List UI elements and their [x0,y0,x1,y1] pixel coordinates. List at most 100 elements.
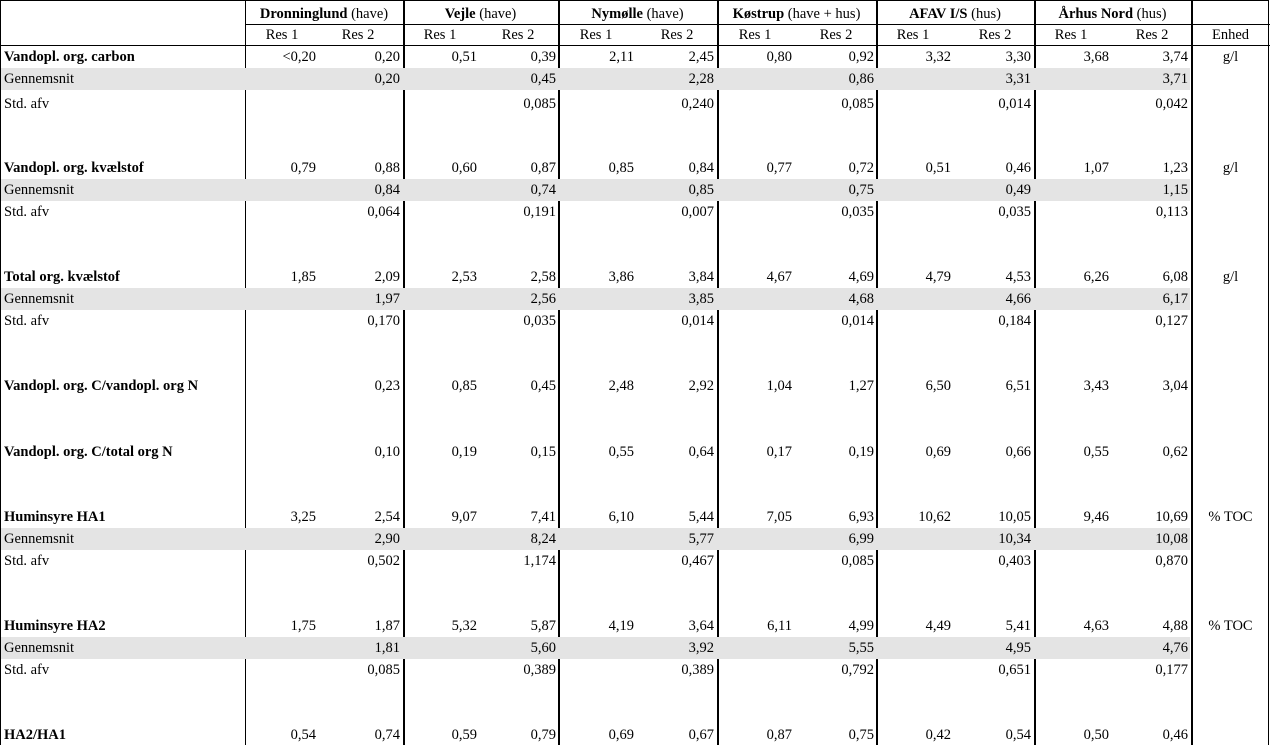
value-cell: 0,45 [530,378,556,394]
value-cell: 6,51 [1005,378,1031,394]
value-cell: 0,55 [608,444,634,460]
value-cell: 0,67 [688,727,714,743]
value-cell: 0,74 [374,727,400,743]
value-cell: 4,76 [1162,640,1188,656]
value-cell [1039,180,1109,201]
value-cell [564,660,634,681]
value-cell: 0,651 [998,662,1031,678]
value-cell [407,660,477,681]
value-cell: 0,87 [766,727,792,743]
value-cell: 5,77 [688,531,714,547]
value-cell: 1,75 [290,618,316,634]
value-cell: 1,97 [374,291,400,307]
value-cell: 0,184 [998,313,1031,329]
value-cell [881,529,951,550]
value-cell: 0,042 [1155,96,1188,112]
value-cell: 0,85 [608,160,634,176]
value-cell: 0,84 [688,160,714,176]
value-cell: 3,86 [608,269,634,285]
value-cell [1039,660,1109,681]
value-cell: 5,55 [848,640,874,656]
site-name: Dronninglund [259,6,348,22]
value-cell [1039,529,1109,550]
value-cell: 0,19 [848,444,874,460]
value-cell: 0,127 [1155,313,1188,329]
value-cell [407,69,477,90]
column-divider [1034,0,1036,745]
average-row-shading [1,68,1190,90]
value-cell: 0,62 [1162,444,1188,460]
site-header: Dronninglund (have) [245,4,403,25]
value-cell: 0,84 [374,182,400,198]
value-cell: 4,63 [1083,618,1109,634]
value-cell [407,551,477,572]
value-cell [246,180,316,201]
value-cell: 2,58 [530,269,556,285]
value-cell: 10,05 [998,509,1031,525]
value-cell: 3,04 [1162,378,1188,394]
average-row-shading [1,288,1190,310]
value-cell: 0,113 [1155,204,1188,220]
value-cell: 5,44 [688,509,714,525]
row-label: Std. afv [4,662,50,678]
value-cell: 5,60 [530,640,556,656]
row-label: Gennemsnit [4,291,75,307]
value-cell: 4,69 [848,269,874,285]
unit-cell: g/l [1222,269,1239,285]
row-label: Huminsyre HA1 [4,509,106,525]
row-label: Vandopl. org. C/vandopl. org N [4,378,199,394]
row-label: Std. afv [4,96,50,112]
value-cell: 0,014 [681,313,714,329]
value-cell: 6,17 [1162,291,1188,307]
value-cell [246,551,316,572]
value-cell: 3,30 [1005,49,1031,65]
row-label: Std. afv [4,204,50,220]
value-cell: 0,80 [766,49,792,65]
row-label: Vandopl. org. kvælstof [4,160,144,176]
value-cell: 0,870 [1155,553,1188,569]
value-cell: 8,24 [530,531,556,547]
value-cell: 0,49 [1005,182,1031,198]
value-cell: 0,46 [1162,727,1188,743]
value-cell [722,202,792,223]
value-cell [564,551,634,572]
value-cell [246,94,316,115]
value-cell: 0,50 [1083,727,1109,743]
value-cell [564,638,634,659]
value-cell: 9,46 [1083,509,1109,525]
value-cell [330,94,400,115]
value-cell: 0,69 [608,727,634,743]
value-cell [722,551,792,572]
res1-header: Res 1 [579,27,613,43]
value-cell: 1,15 [1162,182,1188,198]
value-cell: 0,88 [374,160,400,176]
value-cell: 2,09 [374,269,400,285]
value-cell: 2,90 [374,531,400,547]
value-cell: 0,64 [688,444,714,460]
value-cell: 3,71 [1162,71,1188,87]
value-cell: 0,55 [1083,444,1109,460]
value-cell [881,289,951,310]
value-cell [1039,638,1109,659]
value-cell: 3,32 [925,49,951,65]
column-divider [245,0,246,745]
value-cell: 0,240 [681,96,714,112]
row-label: Gennemsnit [4,71,75,87]
value-cell [881,311,951,332]
value-cell: 3,84 [688,269,714,285]
value-cell: 0,467 [681,553,714,569]
value-cell: 6,11 [767,618,792,634]
row-label: Huminsyre HA2 [4,618,106,634]
value-cell: 4,99 [848,618,874,634]
value-cell [881,660,951,681]
value-cell: 3,85 [688,291,714,307]
value-cell: 3,43 [1083,378,1109,394]
value-cell [881,551,951,572]
value-cell: 6,26 [1083,269,1109,285]
value-cell [881,180,951,201]
value-cell: 0,085 [841,96,874,112]
value-cell [564,180,634,201]
value-cell: 6,10 [608,509,634,525]
value-cell: 1,07 [1083,160,1109,176]
